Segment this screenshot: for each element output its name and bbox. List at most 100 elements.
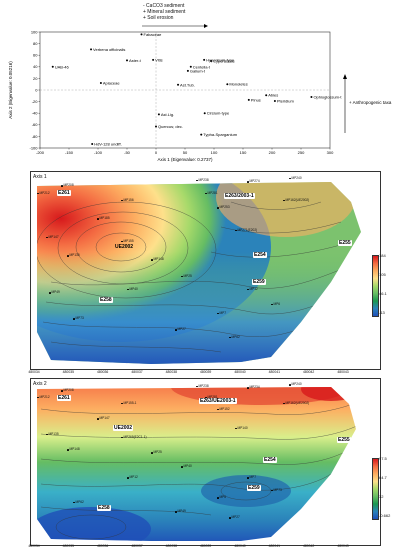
zone2-e259: E259 [247, 485, 261, 491]
sample-point-label: MP62 [231, 334, 240, 339]
map-axis2-cb-min: -0.662 [379, 513, 391, 518]
sample-point-marker [46, 433, 48, 436]
sample-point-marker [289, 384, 291, 386]
legend-line-mineral: + Mineral sediment [143, 9, 186, 15]
scatter-point-label: Fabaceae [144, 32, 163, 37]
scatter-point-label: Pinus [251, 97, 261, 102]
scatter-point [99, 82, 102, 85]
map-axis1-colorbar [372, 255, 379, 317]
arrow-legend: - CaCO3 sediment + Mineral sediment + So… [143, 4, 185, 21]
scatter-point [203, 112, 206, 115]
scatter-point [310, 95, 313, 98]
map-axis2-title: Axis 2 [33, 381, 47, 387]
x-axis-label: Axis 1 (Eigenvalue: 0.2737) [157, 157, 213, 162]
y-tick-label: -20 [32, 99, 39, 104]
axis1-arrow-icon [142, 24, 208, 28]
sample-point-marker [127, 288, 129, 291]
x-tick-label: 480034 [28, 544, 40, 548]
x-tick-label: 480041 [268, 370, 280, 374]
x-tick-label: 480035 [62, 544, 74, 548]
zone2-e258: E258 [97, 505, 111, 511]
sample-point-marker [217, 207, 219, 209]
scatter-point [203, 58, 206, 61]
map-axis1-cb-min: -13 [379, 310, 385, 315]
scatter-point-label: Vitis [155, 57, 162, 62]
x-tick-label: 480038 [165, 370, 177, 374]
sample-point-marker [97, 418, 99, 420]
sample-point-label: MP238 [198, 177, 209, 182]
y-tick-label: 80 [33, 41, 38, 46]
scatter-point-label: Quercus; dec. [158, 124, 183, 129]
y-tick-label: 0 [35, 87, 38, 92]
x-tick-label: 480043 [337, 544, 349, 548]
sample-point-label: MP62 [75, 499, 84, 504]
sample-point-label: MP238 [198, 383, 209, 388]
sample-point-marker [151, 452, 153, 454]
legend-line-caco3: - CaCO3 sediment [143, 3, 185, 9]
sample-point-label: MP281 [207, 190, 218, 195]
x-tick-label: 480034 [28, 370, 40, 374]
scatter-point [210, 60, 213, 62]
sample-point-marker [151, 259, 153, 261]
zone-e255: E255 [338, 240, 352, 246]
sample-point-label: MP152 [219, 406, 230, 411]
sample-point-marker [247, 181, 249, 183]
scatter-point-label: Aster-t [129, 58, 142, 63]
sample-point-marker [235, 427, 237, 430]
y-tick-label: 60 [33, 53, 38, 58]
sample-point-label: MP212 [39, 190, 50, 195]
x-tick-label: -100 [94, 150, 103, 155]
scatter-point [152, 58, 155, 61]
sample-point-label: MP25 [183, 273, 192, 278]
x-tick-label: 480036 [96, 370, 109, 374]
scatter-point [90, 48, 93, 51]
x-tick-label: -50 [124, 150, 131, 155]
sample-point-marker [247, 477, 249, 479]
y-tick-label: 100 [31, 29, 38, 34]
sample-point-label: MP155-1 [123, 400, 137, 405]
scatter-point-label: Cyperaceae [213, 59, 235, 64]
sample-point-marker [67, 255, 69, 257]
map-axis1-cb-mid2: 46.1 [379, 291, 387, 296]
x-tick-label: 480041 [268, 544, 280, 548]
scatter-point-label: Ophioglossum-t [313, 94, 342, 99]
map-axis2-colorbar [372, 458, 379, 520]
sample-point-label: MP147 [99, 416, 110, 421]
sample-point-marker [46, 236, 48, 239]
sample-point-label: MP234 [249, 385, 260, 390]
map-axis2-frame: Axis 2 [30, 378, 381, 546]
sample-point-marker [235, 229, 237, 232]
map-axis2-cb-max: 97.5 [379, 456, 387, 461]
sample-point-label: MP208 [63, 388, 74, 393]
y-tick-label: -60 [32, 122, 39, 127]
zone2-e255: E255 [337, 437, 351, 443]
sample-point-marker [73, 501, 75, 504]
zone2-e254: E254 [263, 457, 277, 463]
sample-point-label: MP271(E202) [237, 227, 258, 232]
x-tick-label: 480039 [199, 544, 212, 548]
x-tick-label: -200 [36, 150, 45, 155]
sample-point-marker [181, 466, 183, 468]
sample-point-label: MP27 [231, 515, 240, 520]
x-tick-label: 480042 [302, 544, 315, 548]
zone-ue2002: UE2002 [115, 244, 134, 250]
sample-point-label: MP148 [153, 257, 164, 262]
sample-point-label: MP27 [177, 327, 186, 332]
scatter-point-label: Galium-t [190, 68, 206, 73]
sample-point-label: MP147 [48, 234, 59, 239]
scatter-point-label: Hypericum-type [206, 57, 235, 62]
scatter-point-label: Monoletes [229, 82, 247, 87]
scatter-point-label: HdV-128 undiff. [94, 141, 122, 146]
sample-point-marker [196, 179, 198, 182]
sample-point-label: MP7 [219, 310, 227, 315]
sample-point-label: MP156 [123, 197, 134, 202]
sample-point-marker [196, 385, 198, 388]
sample-point-label: MP212 [39, 394, 50, 399]
sample-point-marker [61, 390, 63, 392]
sample-point-marker [61, 185, 63, 187]
map-axis1-title: Axis 1 [33, 174, 47, 180]
sample-point-marker [97, 218, 99, 220]
map-axis2-surface [37, 387, 356, 541]
sample-point-label: MP162(UE2002) [285, 197, 310, 202]
x-tick-label: -150 [65, 150, 74, 155]
